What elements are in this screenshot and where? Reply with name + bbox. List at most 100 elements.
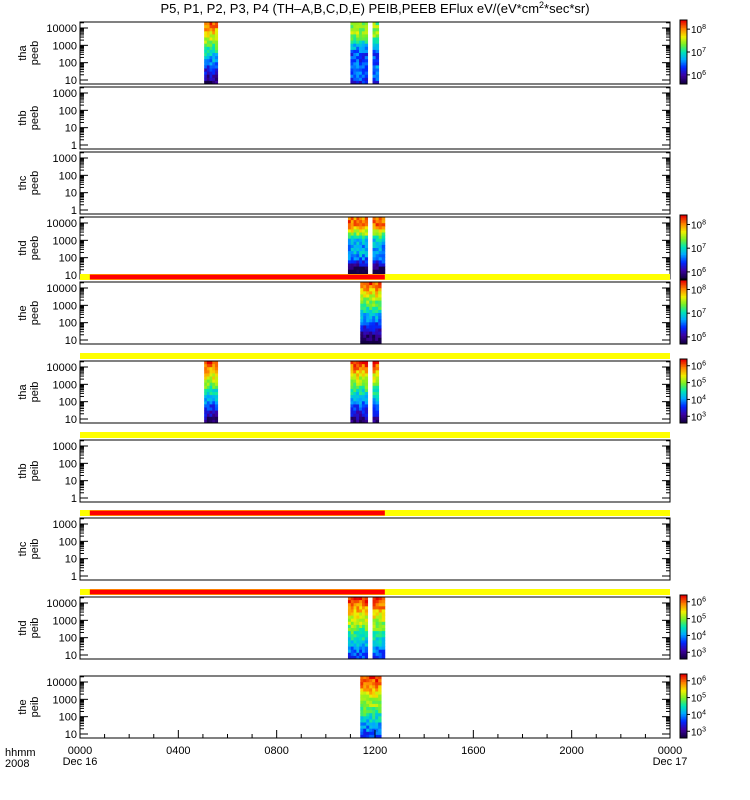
spectrogram-cell <box>369 340 373 345</box>
spectrogram-cell <box>359 43 363 48</box>
colorbar-cell <box>680 596 687 599</box>
colorbar-cell <box>680 336 687 339</box>
spectrogram-cell <box>353 631 357 635</box>
colorbar-cell <box>680 272 687 275</box>
spectrogram-cell <box>209 376 213 380</box>
spectrogram-cell <box>206 398 210 402</box>
spectrogram-cell <box>359 62 363 66</box>
spectrogram-cell <box>361 361 366 365</box>
colorbar-cell <box>680 42 687 45</box>
spectrogram-cell <box>375 643 380 647</box>
spectrogram-cell <box>364 254 369 258</box>
panel-label-probe: tha <box>17 44 29 60</box>
spectrogram-cell <box>353 266 357 271</box>
spectrogram-cell <box>359 238 363 243</box>
spectrogram-cell <box>363 688 367 692</box>
spectrogram-cell <box>350 419 354 424</box>
spectrogram-cell <box>369 297 373 301</box>
spectrogram-cell <box>364 266 369 271</box>
spectrogram-cell <box>214 71 219 76</box>
spectrogram-cell <box>363 719 367 723</box>
spectrogram-cell <box>381 254 386 258</box>
spectrogram-cell <box>361 43 366 48</box>
spectrogram-cell <box>356 379 360 384</box>
spectrogram-cell <box>378 618 383 623</box>
panel-frame <box>79 439 671 503</box>
spectrogram-cell <box>350 269 354 274</box>
colorbar-cell <box>680 628 687 631</box>
spectrogram-cell <box>359 229 363 233</box>
spectrogram-cell <box>206 404 210 408</box>
colorbar-cell <box>680 216 687 219</box>
colorbar-cell <box>680 709 687 712</box>
spectrogram-cell <box>359 77 363 82</box>
colorbar-cell <box>680 715 687 718</box>
spectrogram-cell <box>366 722 370 726</box>
spectrogram-cell <box>206 407 210 411</box>
spectrogram-cell <box>381 217 386 221</box>
spectrogram-cell <box>356 407 360 411</box>
spectrogram-cell <box>204 53 208 57</box>
spectrogram-cell <box>375 713 379 717</box>
spectrogram-cell <box>359 382 363 387</box>
spectrogram-cell <box>359 223 363 227</box>
spectrogram-cell <box>356 398 360 402</box>
y-tick-label: 10 <box>65 476 77 488</box>
spectrogram-cell <box>375 244 380 249</box>
spectrogram-cell <box>378 703 382 708</box>
spectrogram-cell <box>372 251 377 255</box>
spectrogram-cell <box>361 68 366 72</box>
spectrogram-cell <box>361 373 366 377</box>
spectrogram-cell <box>212 65 216 69</box>
spectrogram-cell <box>206 410 210 415</box>
spectrogram-cell <box>364 34 369 38</box>
spectrogram-cell <box>204 361 208 365</box>
spectrogram-cell <box>378 316 382 320</box>
spectrogram-cell <box>372 410 377 415</box>
spectrogram-cell <box>372 71 377 76</box>
spectrogram-cell <box>350 373 354 377</box>
spectrogram-cell <box>364 634 369 638</box>
colorbar-cell <box>680 619 687 622</box>
spectrogram-cell <box>359 643 363 647</box>
colorbar-cell <box>680 691 687 694</box>
spectrogram-cell <box>359 80 363 85</box>
spectrogram-cell <box>375 319 379 323</box>
spectrogram-cell <box>360 322 364 326</box>
spectrogram-cell <box>206 364 210 368</box>
colorbar-cell <box>680 251 687 254</box>
colorbar-cell <box>680 595 687 598</box>
colorbar-cell <box>680 227 687 230</box>
colorbar-cell <box>680 694 687 697</box>
spectrogram-cell <box>353 395 357 399</box>
spectrogram-cell <box>369 707 373 711</box>
spectrogram-cell <box>372 316 376 320</box>
spectrogram-cell <box>372 621 377 626</box>
colorbar-cell <box>680 598 687 601</box>
spectrogram-cell <box>372 25 377 29</box>
spectrogram-cell <box>212 404 216 408</box>
spectrogram-cell <box>369 694 373 699</box>
colorbar-cell <box>680 734 687 737</box>
spectrogram-cell <box>361 22 366 26</box>
spectrogram-cell <box>360 676 364 680</box>
spectrogram-cell <box>363 306 367 311</box>
spectrogram-cell <box>206 22 210 26</box>
spectrogram-cell <box>347 257 352 261</box>
colorbar-cell <box>680 611 687 614</box>
spectrogram-cell <box>206 62 210 66</box>
spectrogram-cell <box>375 655 380 660</box>
spectrogram-cell <box>353 609 357 613</box>
spectrogram-cell <box>369 734 373 739</box>
spectrogram-cell <box>372 388 377 393</box>
spectrogram-cell <box>375 306 379 311</box>
spectrogram-cell <box>350 56 354 60</box>
spectrogram-cell <box>360 688 364 692</box>
spectrogram-cell <box>359 385 363 390</box>
spectrogram-cell <box>353 43 357 48</box>
spectrogram-cell <box>204 31 208 35</box>
spectrogram-cell <box>362 269 366 274</box>
spectrogram-cell <box>204 373 208 377</box>
y-tick-label: 100 <box>59 105 77 117</box>
